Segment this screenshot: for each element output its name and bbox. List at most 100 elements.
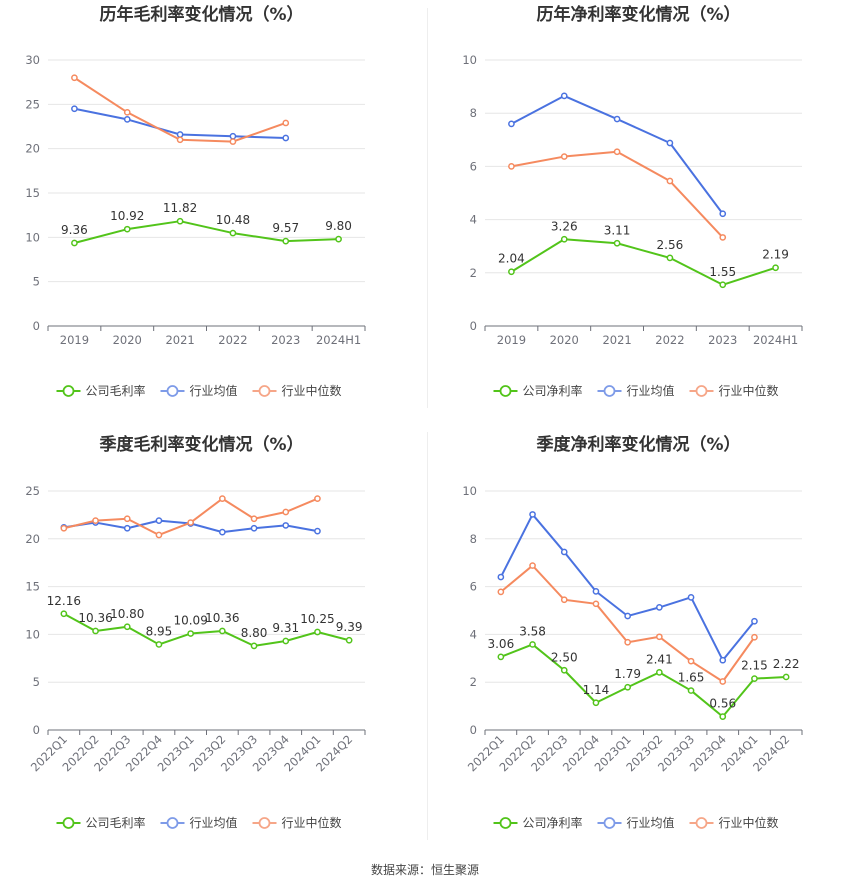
data-label: 2.41 — [646, 652, 673, 666]
data-point-company — [282, 237, 290, 245]
x-tick-label: 2019 — [60, 333, 89, 347]
x-tick-label: 2021 — [165, 333, 194, 347]
y-tick-label: 20 — [25, 532, 40, 546]
data-label: 10.09 — [173, 614, 207, 628]
quarterly-net-margin-svg: 季度净利率变化情况（%）02468102022Q12022Q22022Q3202… — [462, 434, 803, 830]
data-point-company — [560, 666, 568, 674]
data-label: 9.80 — [325, 219, 352, 233]
x-tick-label: 2022 — [218, 333, 247, 347]
data-label: 2.56 — [657, 238, 684, 252]
data-label: 3.26 — [551, 219, 578, 233]
data-point-median — [282, 119, 290, 127]
data-point-median — [282, 508, 290, 516]
legend-label-median[interactable]: 行业中位数 — [282, 383, 342, 398]
data-point-avg — [229, 132, 237, 140]
legend-marker-company — [62, 385, 75, 397]
data-point-company — [123, 225, 131, 233]
data-point-avg — [751, 617, 758, 625]
data-label: 2.19 — [762, 248, 789, 262]
x-tick-label: 2023 — [708, 333, 737, 347]
chart-title: 历年净利率变化情况（%） — [536, 4, 740, 25]
data-label: 3.11 — [604, 223, 631, 237]
data-point-median — [719, 678, 727, 685]
x-tick-label: 2019 — [497, 333, 526, 347]
data-point-median — [123, 108, 131, 116]
data-point-avg — [71, 105, 78, 113]
data-label: 2.15 — [741, 659, 768, 673]
data-point-company — [187, 630, 194, 637]
data-point-company — [60, 610, 68, 618]
legend-label-avg[interactable]: 行业均值 — [627, 815, 675, 830]
data-point-company — [219, 627, 226, 635]
data-label: 0.56 — [709, 697, 736, 711]
y-tick-label: 25 — [25, 97, 40, 111]
data-point-avg — [314, 527, 321, 535]
data-label: 1.79 — [614, 667, 641, 681]
data-point-company — [613, 239, 621, 247]
data-point-company — [656, 669, 663, 676]
data-label: 2.04 — [498, 252, 525, 266]
y-tick-label: 6 — [470, 580, 477, 594]
data-point-company — [155, 641, 163, 648]
data-label: 8.95 — [146, 624, 173, 638]
data-label: 10.25 — [300, 612, 334, 626]
data-point-median — [613, 148, 621, 156]
annual-net-margin-svg: 历年净利率变化情况（%） 0 2 4 6 8 10 2019 2020 2021 2022 2023 2… — [462, 4, 803, 398]
x-tick-label: 2021 — [602, 333, 631, 347]
legend-label-company[interactable]: 公司净利率 — [523, 815, 583, 830]
data-label: 9.39 — [336, 620, 363, 634]
data-point-median — [176, 136, 184, 144]
legend-marker-median — [258, 817, 271, 829]
data-point-median — [60, 524, 68, 532]
legend-marker-avg — [603, 817, 616, 829]
y-tick-label: 6 — [470, 159, 477, 173]
chart-annual-net-margin: 历年净利率变化情况（%） 0 2 4 6 8 10 2019 2020 2021 2022 2023 2… — [425, 0, 850, 410]
legend-label-median[interactable]: 行业中位数 — [282, 815, 342, 830]
data-point-median — [71, 74, 78, 82]
data-point-median — [187, 519, 194, 526]
chart-title: 季度毛利率变化情况（%） — [99, 434, 303, 455]
legend-label-company[interactable]: 公司毛利率 — [86, 383, 146, 398]
data-label: 10.92 — [110, 209, 144, 223]
legend-label-company[interactable]: 公司净利率 — [523, 383, 583, 398]
legend-label-company[interactable]: 公司毛利率 — [86, 815, 146, 830]
data-point-avg — [123, 116, 131, 123]
series-line-company — [63, 612, 350, 647]
data-point-median — [666, 177, 674, 185]
data-point-company — [123, 623, 131, 631]
data-point-avg — [250, 524, 258, 532]
y-tick-label: 15 — [25, 186, 40, 200]
data-label: 3.58 — [519, 624, 546, 638]
data-label: 3.06 — [487, 637, 514, 651]
y-tick-label: 0 — [470, 723, 477, 737]
legend-label-median[interactable]: 行业中位数 — [719, 383, 779, 398]
legend-marker-avg — [603, 385, 616, 397]
y-tick-label: 0 — [470, 319, 477, 333]
legend-label-avg[interactable]: 行业均值 — [190, 383, 238, 398]
y-tick-label: 15 — [25, 580, 40, 594]
data-point-company — [666, 254, 674, 262]
legend-label-median[interactable]: 行业中位数 — [719, 815, 779, 830]
data-label: 1.55 — [709, 265, 736, 279]
y-tick-label: 25 — [25, 484, 40, 498]
y-tick-label: 10 — [25, 627, 40, 641]
data-point-company — [282, 637, 290, 645]
data-point-median — [155, 531, 163, 539]
y-tick-label: 0 — [33, 319, 40, 333]
data-point-avg — [529, 511, 536, 518]
data-point-median — [560, 153, 568, 160]
data-point-avg — [219, 528, 226, 536]
data-point-avg — [719, 656, 727, 664]
data-point-avg — [613, 115, 621, 123]
x-tick-label: 2023 — [271, 333, 300, 347]
data-point-median — [656, 633, 663, 641]
y-tick-label: 4 — [470, 627, 477, 641]
legend-label-avg[interactable]: 行业均值 — [190, 815, 238, 830]
legend-label-avg[interactable]: 行业均值 — [627, 383, 675, 398]
data-point-company — [687, 687, 695, 694]
data-point-median — [497, 588, 505, 596]
data-point-company — [176, 217, 184, 225]
legend-marker-company — [499, 385, 512, 397]
data-point-avg — [282, 134, 290, 142]
data-point-avg — [656, 604, 663, 611]
